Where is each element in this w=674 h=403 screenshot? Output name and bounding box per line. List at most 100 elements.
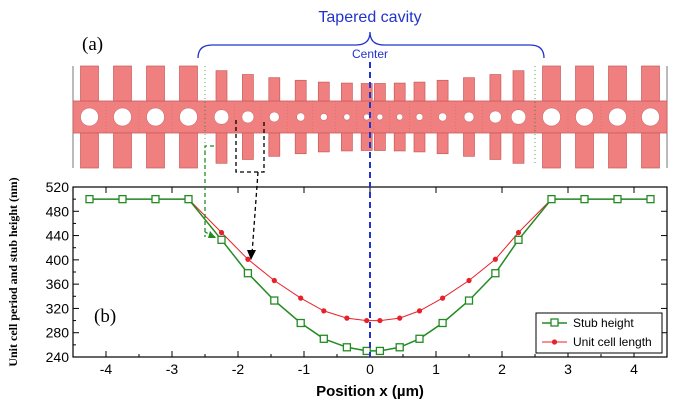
x-tick-label: -3 (166, 361, 179, 377)
stub-bottom (80, 132, 99, 169)
air-hole (575, 107, 594, 127)
stub-bottom (374, 132, 386, 151)
axis-ticks (72, 186, 668, 358)
stub-bottom (215, 132, 228, 164)
stub-top (542, 65, 561, 102)
stub-height-point (395, 343, 404, 352)
unit-cell-length-point (440, 295, 446, 301)
stub-bottom (608, 132, 627, 169)
y-tick-label: 520 (46, 179, 70, 195)
air-hole (343, 113, 351, 121)
air-hole (510, 109, 527, 125)
air-hole (489, 110, 502, 124)
stub-height-point (438, 318, 447, 328)
air-hole (463, 111, 475, 123)
stub-top (413, 81, 426, 102)
stub-bottom (542, 132, 561, 169)
stub-height-point (514, 235, 523, 244)
stub-top (360, 83, 373, 102)
stub-height-point (415, 334, 424, 343)
center-label: Center (352, 47, 388, 61)
stub-height-point (580, 194, 589, 204)
unit-cell-length-point (466, 277, 472, 284)
stub-height-point (342, 343, 352, 352)
legend-stub-label: Stub height (573, 316, 634, 330)
air-hole (296, 112, 306, 122)
y-tick-label: 280 (46, 325, 70, 341)
stub-top (512, 70, 525, 102)
y-tick-label: 360 (46, 276, 70, 292)
stub-top (215, 70, 228, 102)
y-tick-label: 480 (46, 203, 70, 219)
x-tick-label: -4 (100, 361, 113, 377)
stub-height-point (184, 194, 193, 204)
stub-height-point (613, 194, 622, 204)
unit-cell-length-point (245, 256, 251, 262)
stub-bottom (113, 132, 132, 169)
stub-top (436, 79, 449, 102)
stub-height-point (319, 334, 328, 343)
stub-height-point (646, 194, 655, 204)
x-tick-label: -1 (298, 361, 311, 377)
stub-top (641, 65, 660, 102)
air-hole (363, 113, 370, 121)
x-tick-label: 1 (432, 361, 440, 377)
cavity-title: Tapered cavity (318, 9, 421, 26)
stub-top (463, 77, 475, 102)
air-hole (608, 107, 627, 127)
stub-height-point (151, 194, 160, 204)
stub-bottom (360, 132, 373, 151)
stub-top (608, 65, 627, 102)
axis-tick-labels: -4 -3 -2 -1 0 1 2 3 4 240 280 320 360 400 440 480 520 (46, 179, 638, 377)
y-tick-label: 320 (46, 300, 70, 316)
stub-height-point (464, 296, 474, 305)
stub-bottom (641, 132, 660, 169)
unit-cell-length-point (364, 317, 370, 324)
series-markers (85, 194, 655, 356)
air-hole (376, 113, 384, 121)
stub-top (242, 74, 254, 102)
stub-bottom (242, 132, 254, 160)
legend-unit-marker (551, 339, 558, 345)
stub-top (489, 74, 502, 102)
stub-height-point (217, 235, 226, 244)
air-hole (641, 107, 660, 127)
y-tick-label: 400 (46, 252, 70, 268)
unit-cell-length-point (218, 229, 225, 236)
unit-cell-length-point (321, 308, 327, 314)
stub-bottom (512, 132, 525, 164)
stub-bottom (393, 132, 406, 152)
unit-cell-length-point (298, 295, 304, 301)
stub-height-point (491, 269, 500, 278)
panel-label-a: (a) (82, 34, 103, 55)
stub-height-point (547, 194, 556, 204)
stub-bottom (463, 132, 475, 157)
stub-height-point (296, 318, 305, 328)
stub-bottom (179, 132, 198, 169)
air-hole (146, 107, 165, 127)
air-hole (80, 107, 99, 127)
stub-bottom (413, 132, 426, 153)
x-tick-label: 0 (366, 361, 374, 377)
air-hole (241, 110, 255, 124)
x-tick-label: 4 (630, 361, 638, 377)
stub-bottom (489, 132, 502, 160)
air-hole (438, 112, 447, 122)
stub-bottom (317, 132, 330, 153)
stub-height-line (89, 198, 651, 352)
legend-unit-label: Unit cell length (573, 335, 652, 349)
stub-top (146, 65, 165, 102)
air-hole (269, 111, 280, 123)
stub-top (268, 77, 281, 102)
y-axis-label: Unit cell period and stub height (nm) (6, 177, 20, 366)
stub-top (80, 65, 99, 102)
stub-arrowhead (208, 231, 216, 238)
unit-cell-length-point (492, 256, 498, 262)
air-hole (396, 113, 404, 121)
air-hole (179, 107, 198, 127)
stub-height-point (375, 346, 385, 356)
period-arrow (251, 171, 259, 255)
air-hole (113, 107, 132, 127)
stub-bottom (575, 132, 594, 169)
